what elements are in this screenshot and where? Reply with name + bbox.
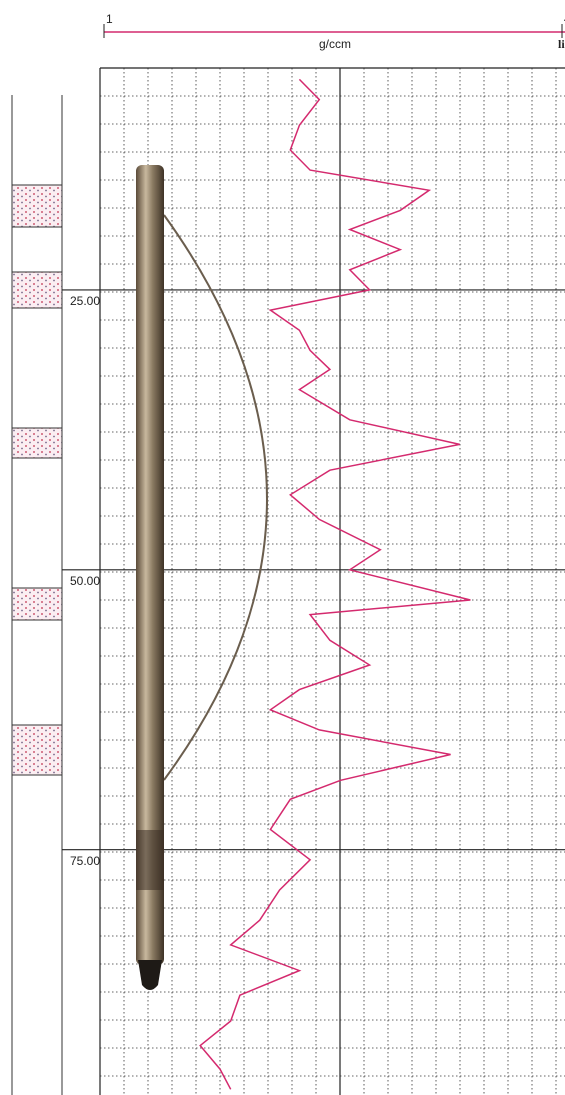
marks [200, 79, 470, 1089]
page: {"chart_data": { "type": "line", "xlabel… [0, 0, 565, 1095]
density-curve [200, 79, 470, 1089]
scale-note: li [558, 37, 565, 51]
x-tick-label: 1 [106, 12, 113, 26]
lithology-layer [12, 428, 62, 458]
probe-tool [136, 165, 267, 990]
y-tick-label: 50.00 [70, 574, 100, 588]
lithology-layer [12, 185, 62, 227]
lithology-layer [12, 725, 62, 775]
probe-tip [138, 960, 162, 990]
probe-band [136, 830, 164, 890]
x-axis-label: g/ccm [319, 37, 351, 51]
lithology-layer [12, 272, 62, 308]
bow-spring [164, 215, 267, 780]
lithology-layer [12, 588, 62, 620]
y-tick-label: 25.00 [70, 294, 100, 308]
lithology-column [12, 95, 62, 1095]
y-tick-label: 75.00 [70, 854, 100, 868]
chart: li g/ccm 25.0050.0075.0014 [0, 0, 565, 1095]
